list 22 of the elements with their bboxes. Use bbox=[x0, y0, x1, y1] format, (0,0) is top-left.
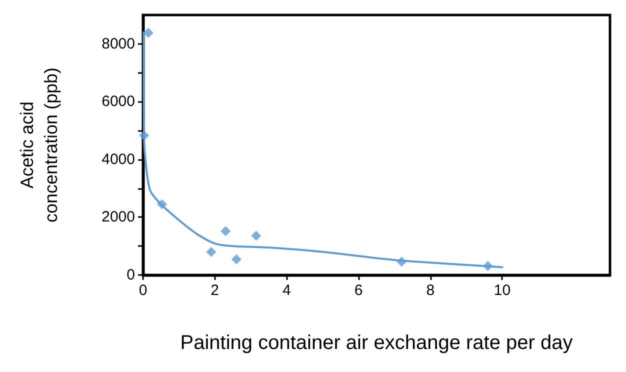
x-tick-label: 0 bbox=[138, 282, 148, 299]
x-axis-title: Painting container air exchange rate per day bbox=[180, 332, 573, 354]
point bbox=[482, 261, 493, 272]
point bbox=[206, 246, 216, 257]
point bbox=[251, 230, 262, 241]
x-tick-label: 2 bbox=[210, 282, 220, 299]
y-tick-label: 6000 bbox=[102, 93, 135, 110]
point bbox=[157, 199, 168, 210]
point bbox=[143, 28, 154, 38]
point bbox=[139, 130, 150, 140]
y-tick-label: 8000 bbox=[102, 35, 135, 52]
y-axis-title: Acetic acid concentration (ppb) bbox=[17, 67, 61, 223]
y-tick-label: 0 bbox=[126, 266, 135, 284]
point bbox=[220, 226, 231, 236]
y-tick-label: 2000 bbox=[102, 208, 135, 226]
y-tick-label: 4000 bbox=[102, 150, 135, 168]
x-tick-label: 4 bbox=[282, 282, 291, 299]
point bbox=[396, 256, 407, 267]
x-tick-label: 6 bbox=[354, 282, 363, 299]
point bbox=[231, 254, 242, 264]
x-tick-label: 8 bbox=[426, 282, 435, 299]
x-tick-label: 10 bbox=[494, 282, 511, 299]
